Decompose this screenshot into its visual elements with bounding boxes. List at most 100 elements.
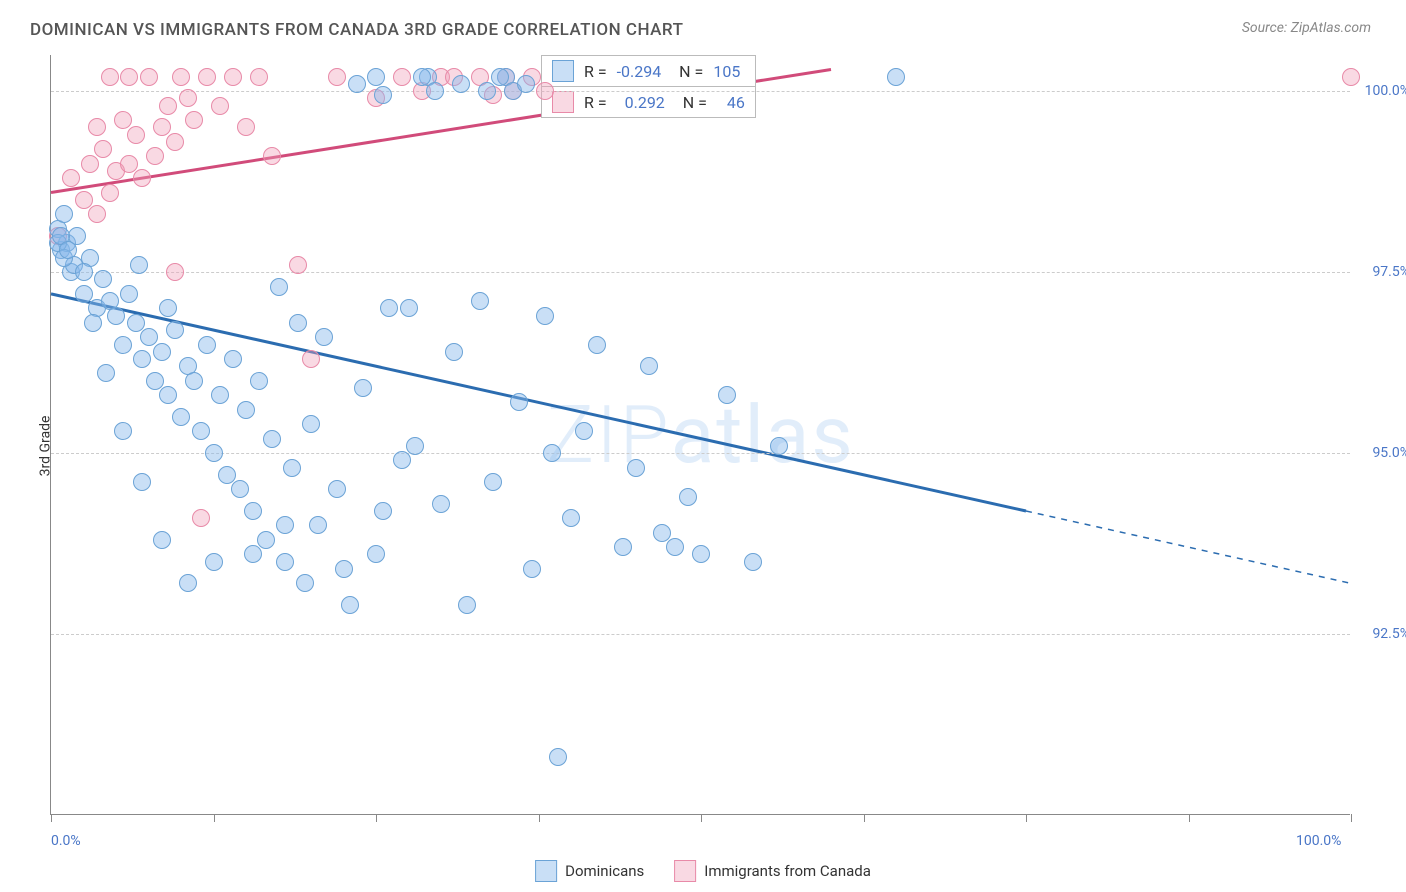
x-tick — [539, 814, 540, 822]
data-point — [205, 553, 223, 571]
data-point — [211, 97, 229, 115]
data-point — [130, 256, 148, 274]
data-point — [166, 133, 184, 151]
grid-line — [51, 91, 1350, 92]
grid-line — [51, 453, 1350, 454]
stats-legend-row-1: R = -0.294 N = 105 — [542, 56, 755, 87]
data-point — [413, 68, 431, 86]
data-point — [341, 596, 359, 614]
data-point — [283, 459, 301, 477]
data-point — [231, 480, 249, 498]
data-point — [263, 430, 281, 448]
data-point — [172, 68, 190, 86]
data-point — [491, 68, 509, 86]
data-point — [185, 372, 203, 390]
data-point — [75, 191, 93, 209]
data-point — [478, 82, 496, 100]
data-point — [120, 285, 138, 303]
data-point — [452, 75, 470, 93]
data-point — [887, 68, 905, 86]
x-tick-label: 0.0% — [51, 833, 81, 849]
grid-line — [51, 272, 1350, 273]
data-point — [244, 545, 262, 563]
data-point — [354, 379, 372, 397]
data-point — [192, 509, 210, 527]
data-point — [588, 336, 606, 354]
data-point — [159, 97, 177, 115]
data-point — [244, 502, 262, 520]
data-point — [146, 147, 164, 165]
data-point — [302, 350, 320, 368]
data-point — [575, 422, 593, 440]
data-point — [250, 372, 268, 390]
data-point — [517, 75, 535, 93]
grid-line — [51, 634, 1350, 635]
data-point — [770, 437, 788, 455]
data-point — [718, 386, 736, 404]
legend-item-canada: Immigrants from Canada — [674, 860, 871, 882]
data-point — [97, 364, 115, 382]
y-tick-label: 92.5% — [1355, 626, 1406, 642]
data-point — [127, 314, 145, 332]
data-point — [94, 270, 112, 288]
data-point — [114, 111, 132, 129]
data-point — [120, 155, 138, 173]
chart-title: DOMINICAN VS IMMIGRANTS FROM CANADA 3RD … — [30, 20, 683, 40]
data-point — [237, 401, 255, 419]
data-point — [510, 393, 528, 411]
data-point — [426, 82, 444, 100]
data-point — [88, 205, 106, 223]
data-point — [380, 299, 398, 317]
data-point — [367, 545, 385, 563]
data-point — [549, 748, 567, 766]
data-point — [406, 437, 424, 455]
data-point — [101, 68, 119, 86]
data-point — [257, 531, 275, 549]
data-point — [393, 451, 411, 469]
x-tick — [1189, 814, 1190, 822]
data-point — [114, 336, 132, 354]
data-point — [101, 184, 119, 202]
data-point — [640, 357, 658, 375]
data-point — [153, 118, 171, 136]
x-tick — [1351, 814, 1352, 822]
data-point — [159, 386, 177, 404]
data-point — [120, 68, 138, 86]
data-point — [166, 263, 184, 281]
x-tick — [214, 814, 215, 822]
regression-lines-svg — [51, 55, 1350, 814]
data-point — [692, 545, 710, 563]
data-point — [744, 553, 762, 571]
y-tick-label: 95.0% — [1355, 445, 1406, 461]
data-point — [133, 169, 151, 187]
data-point — [250, 68, 268, 86]
r-value-1: -0.294 — [617, 62, 662, 81]
data-point — [127, 126, 145, 144]
data-point — [296, 574, 314, 592]
legend-item-dominicans: Dominicans — [535, 860, 644, 882]
legend-swatch-series1 — [552, 60, 574, 82]
data-point — [432, 495, 450, 513]
x-tick-label: 100.0% — [1296, 833, 1341, 849]
data-point — [198, 68, 216, 86]
data-point — [107, 307, 125, 325]
data-point — [367, 68, 385, 86]
data-point — [179, 574, 197, 592]
x-tick — [376, 814, 377, 822]
legend-swatch-b2 — [674, 860, 696, 882]
data-point — [289, 256, 307, 274]
data-point — [166, 321, 184, 339]
y-tick-label: 100.0% — [1355, 83, 1406, 99]
data-point — [393, 68, 411, 86]
data-point — [153, 531, 171, 549]
data-point — [1342, 68, 1360, 86]
data-point — [62, 169, 80, 187]
legend-swatch-b1 — [535, 860, 557, 882]
correlation-chart: DOMINICAN VS IMMIGRANTS FROM CANADA 3RD … — [0, 0, 1406, 892]
data-point — [374, 502, 392, 520]
data-point — [133, 473, 151, 491]
series-legend: Dominicans Immigrants from Canada — [535, 860, 871, 882]
data-point — [348, 75, 366, 93]
data-point — [335, 560, 353, 578]
data-point — [179, 89, 197, 107]
